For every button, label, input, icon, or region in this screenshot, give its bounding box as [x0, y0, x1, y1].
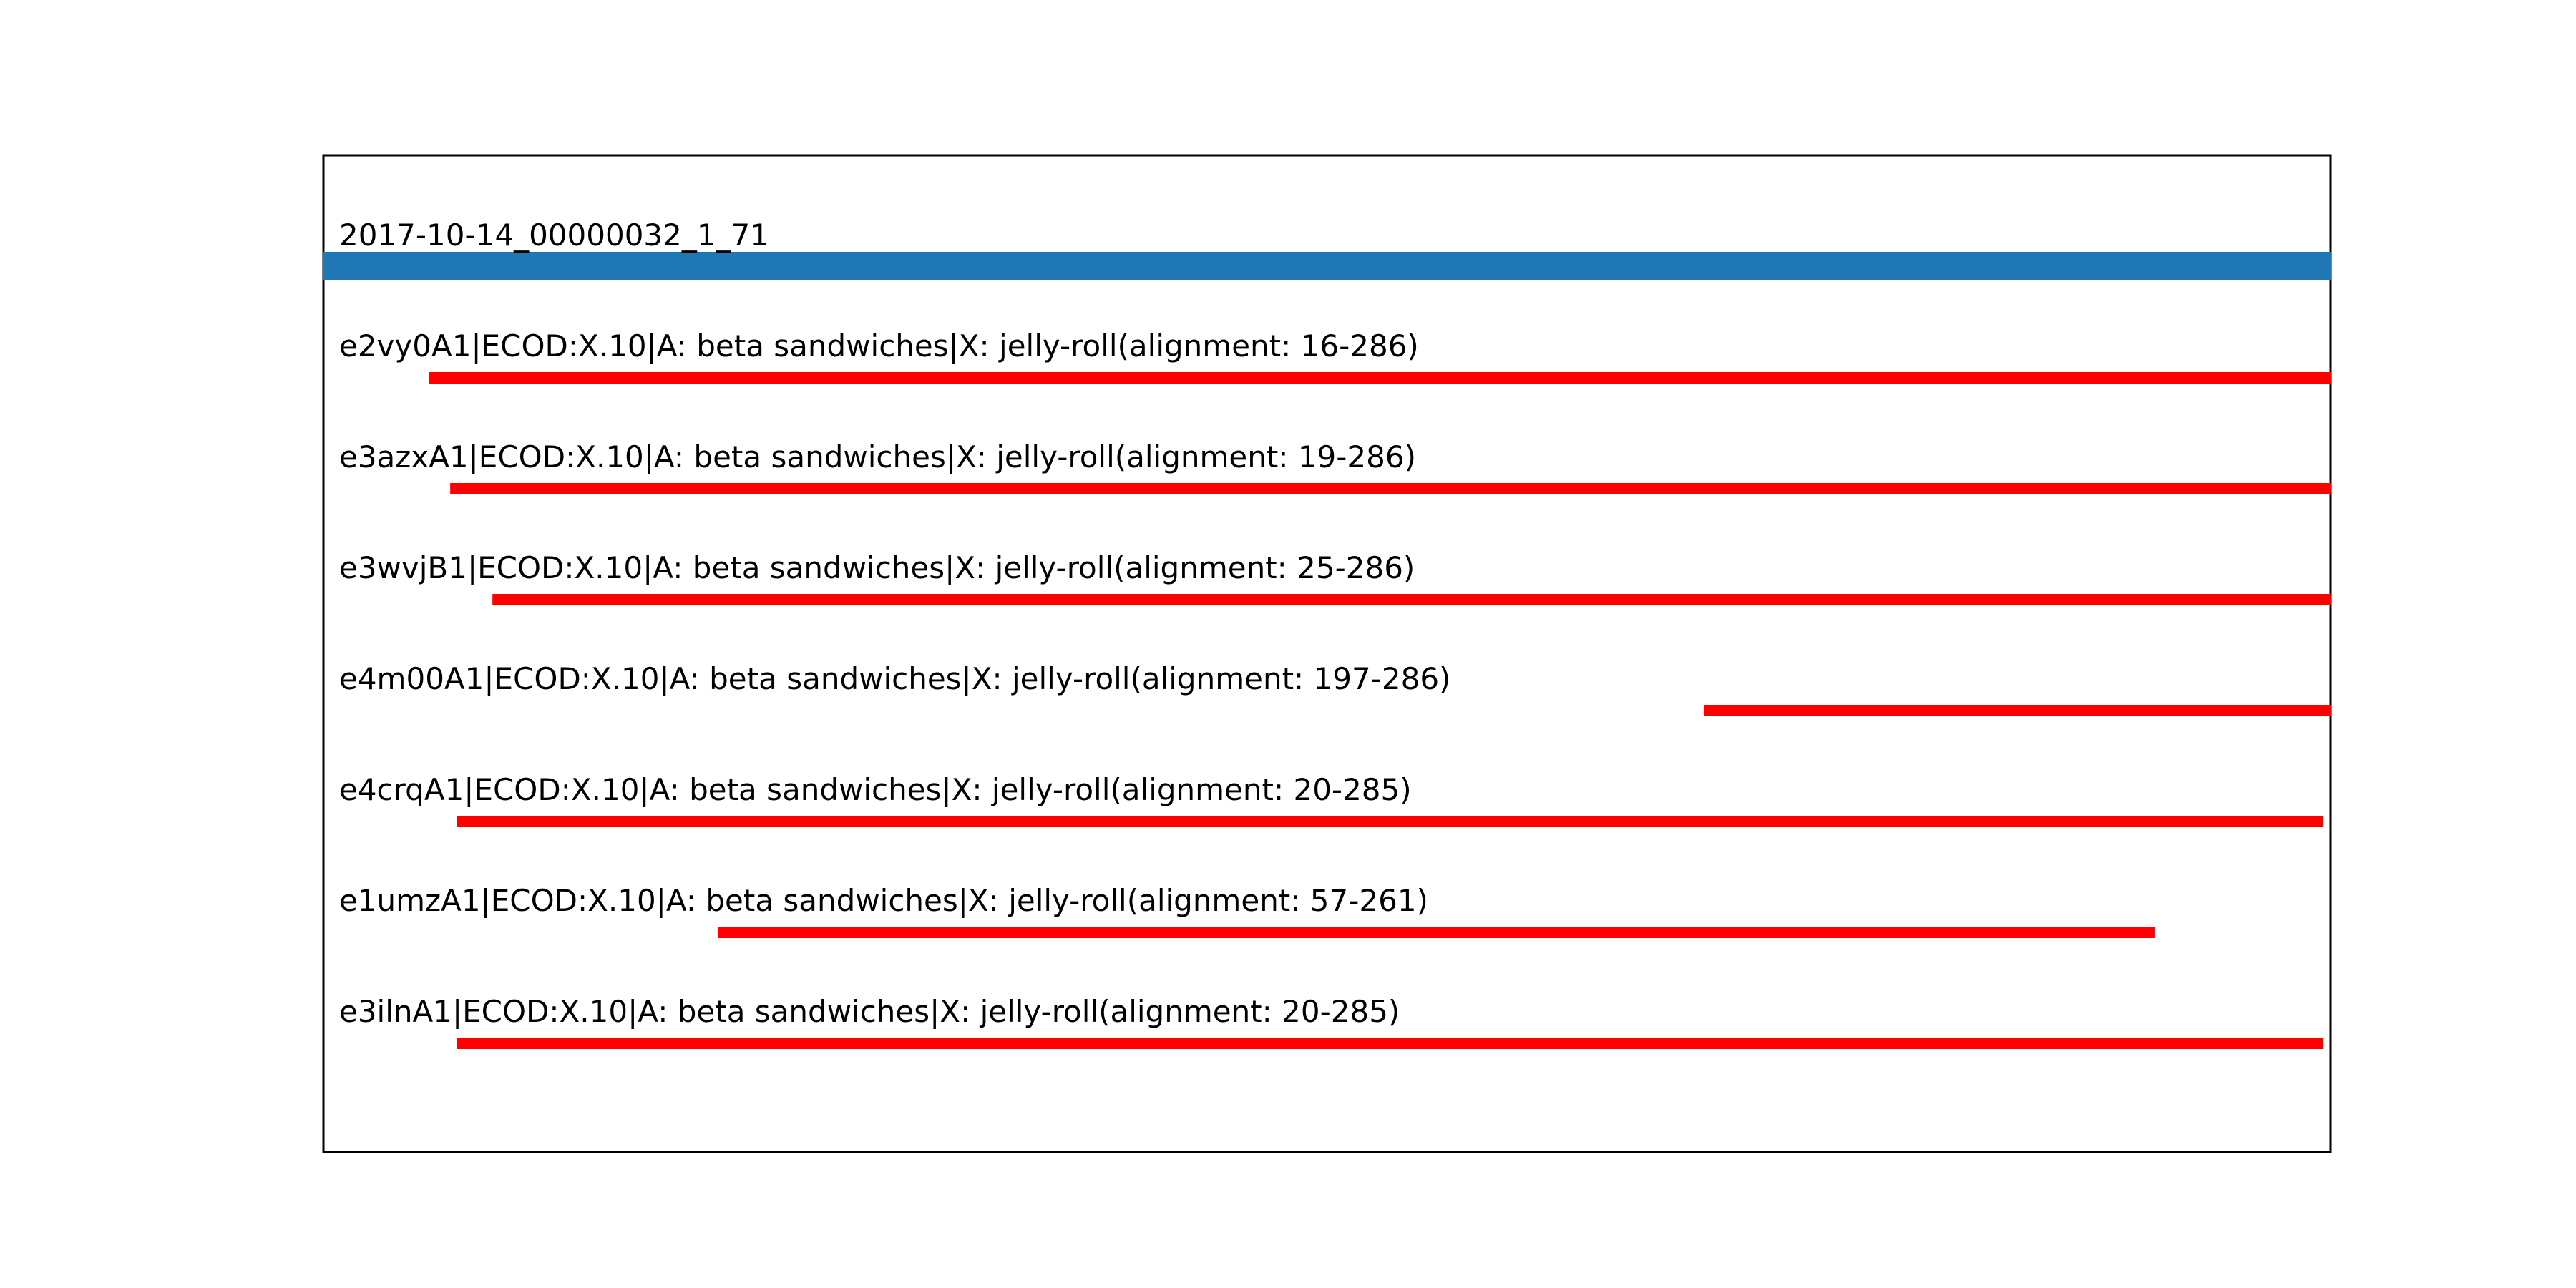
- hit-label: e2vy0A1|ECOD:X.10|A: beta sandwiches|X: …: [339, 328, 1419, 364]
- hit-bar: [429, 372, 2331, 384]
- hit-bar: [457, 1038, 2324, 1049]
- labels-layer: 2017-10-14_00000032_1_71 e2vy0A1|ECOD:X.1…: [339, 218, 1450, 1029]
- hit-bar: [492, 594, 2331, 605]
- query-bar: [323, 252, 2331, 280]
- hit-label: e4m00A1|ECOD:X.10|A: beta sandwiches|X: …: [339, 661, 1450, 696]
- hit-label: e3wvjB1|ECOD:X.10|A: beta sandwiches|X: …: [339, 550, 1415, 585]
- hit-label: e3azxA1|ECOD:X.10|A: beta sandwiches|X: …: [339, 439, 1416, 474]
- query-label: 2017-10-14_00000032_1_71: [339, 218, 769, 253]
- bars-layer: [323, 252, 2331, 1049]
- hit-bar: [1704, 705, 2331, 716]
- hit-label: e3ilnA1|ECOD:X.10|A: beta sandwiches|X: …: [339, 994, 1400, 1029]
- hit-bar: [450, 483, 2331, 494]
- hit-label: e4crqA1|ECOD:X.10|A: beta sandwiches|X: …: [339, 772, 1412, 807]
- plot-frame: [322, 154, 2332, 1153]
- hit-bar: [718, 927, 2155, 938]
- hit-label: e1umzA1|ECOD:X.10|A: beta sandwiches|X: …: [339, 883, 1428, 918]
- hit-bar: [457, 816, 2324, 827]
